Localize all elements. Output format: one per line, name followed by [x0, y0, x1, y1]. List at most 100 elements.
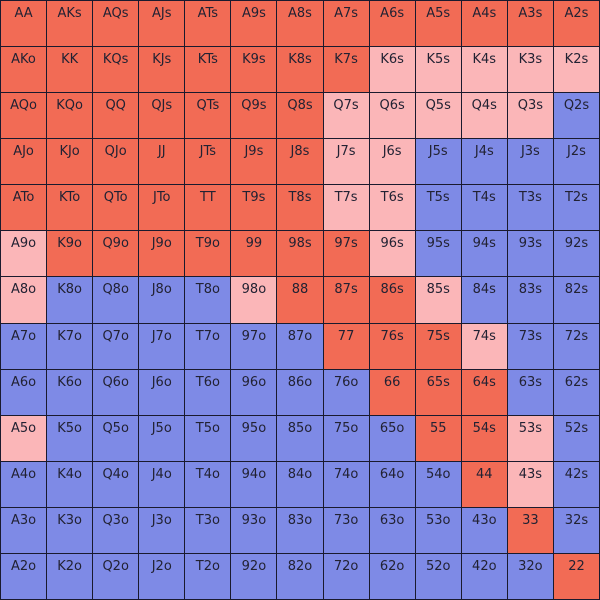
hand-cell-62s[interactable]: 62s — [553, 369, 599, 415]
hand-cell-j2o[interactable]: J2o — [139, 553, 185, 599]
hand-cell-q6s[interactable]: Q6s — [369, 93, 415, 139]
hand-cell-q5o[interactable]: Q5o — [93, 415, 139, 461]
hand-cell-22[interactable]: 22 — [553, 553, 599, 599]
hand-cell-t9s[interactable]: T9s — [231, 185, 277, 231]
hand-cell-52s[interactable]: 52s — [553, 415, 599, 461]
hand-cell-t5s[interactable]: T5s — [415, 185, 461, 231]
hand-cell-j7s[interactable]: J7s — [323, 139, 369, 185]
hand-cell-93s[interactable]: 93s — [507, 231, 553, 277]
hand-cell-43o[interactable]: 43o — [461, 507, 507, 553]
hand-cell-72s[interactable]: 72s — [553, 323, 599, 369]
hand-cell-qq[interactable]: QQ — [93, 93, 139, 139]
hand-cell-k2s[interactable]: K2s — [553, 47, 599, 93]
hand-cell-k8s[interactable]: K8s — [277, 47, 323, 93]
hand-cell-93o[interactable]: 93o — [231, 507, 277, 553]
hand-cell-t4s[interactable]: T4s — [461, 185, 507, 231]
hand-cell-73s[interactable]: 73s — [507, 323, 553, 369]
hand-cell-a7o[interactable]: A7o — [1, 323, 47, 369]
hand-cell-qjo[interactable]: QJo — [93, 139, 139, 185]
hand-cell-t5o[interactable]: T5o — [185, 415, 231, 461]
hand-cell-k6o[interactable]: K6o — [47, 369, 93, 415]
hand-cell-98o[interactable]: 98o — [231, 277, 277, 323]
hand-cell-a4s[interactable]: A4s — [461, 1, 507, 47]
hand-cell-87o[interactable]: 87o — [277, 323, 323, 369]
hand-cell-kts[interactable]: KTs — [185, 47, 231, 93]
hand-cell-53o[interactable]: 53o — [415, 507, 461, 553]
hand-cell-94o[interactable]: 94o — [231, 461, 277, 507]
hand-cell-84s[interactable]: 84s — [461, 277, 507, 323]
hand-cell-j5s[interactable]: J5s — [415, 139, 461, 185]
hand-cell-t3o[interactable]: T3o — [185, 507, 231, 553]
hand-cell-a6s[interactable]: A6s — [369, 1, 415, 47]
hand-cell-t2s[interactable]: T2s — [553, 185, 599, 231]
hand-cell-96o[interactable]: 96o — [231, 369, 277, 415]
hand-cell-92s[interactable]: 92s — [553, 231, 599, 277]
hand-cell-j3o[interactable]: J3o — [139, 507, 185, 553]
hand-cell-75s[interactable]: 75s — [415, 323, 461, 369]
hand-cell-a5s[interactable]: A5s — [415, 1, 461, 47]
hand-cell-96s[interactable]: 96s — [369, 231, 415, 277]
hand-cell-52o[interactable]: 52o — [415, 553, 461, 599]
hand-cell-83s[interactable]: 83s — [507, 277, 553, 323]
hand-cell-a8s[interactable]: A8s — [277, 1, 323, 47]
hand-cell-t9o[interactable]: T9o — [185, 231, 231, 277]
hand-cell-a9o[interactable]: A9o — [1, 231, 47, 277]
hand-cell-t8o[interactable]: T8o — [185, 277, 231, 323]
hand-cell-j8o[interactable]: J8o — [139, 277, 185, 323]
hand-cell-t4o[interactable]: T4o — [185, 461, 231, 507]
hand-cell-q3s[interactable]: Q3s — [507, 93, 553, 139]
hand-cell-63o[interactable]: 63o — [369, 507, 415, 553]
hand-cell-82s[interactable]: 82s — [553, 277, 599, 323]
hand-cell-q9o[interactable]: Q9o — [93, 231, 139, 277]
hand-cell-k2o[interactable]: K2o — [47, 553, 93, 599]
hand-cell-k3o[interactable]: K3o — [47, 507, 93, 553]
hand-cell-74s[interactable]: 74s — [461, 323, 507, 369]
hand-cell-jts[interactable]: JTs — [185, 139, 231, 185]
hand-cell-tt[interactable]: TT — [185, 185, 231, 231]
hand-cell-j8s[interactable]: J8s — [277, 139, 323, 185]
hand-cell-k9s[interactable]: K9s — [231, 47, 277, 93]
hand-cell-q5s[interactable]: Q5s — [415, 93, 461, 139]
hand-cell-qto[interactable]: QTo — [93, 185, 139, 231]
hand-cell-a9s[interactable]: A9s — [231, 1, 277, 47]
hand-cell-53s[interactable]: 53s — [507, 415, 553, 461]
hand-cell-95o[interactable]: 95o — [231, 415, 277, 461]
hand-cell-87s[interactable]: 87s — [323, 277, 369, 323]
hand-cell-j4o[interactable]: J4o — [139, 461, 185, 507]
hand-cell-j9s[interactable]: J9s — [231, 139, 277, 185]
hand-cell-66[interactable]: 66 — [369, 369, 415, 415]
hand-cell-t3s[interactable]: T3s — [507, 185, 553, 231]
hand-cell-kqo[interactable]: KQo — [47, 93, 93, 139]
hand-cell-98s[interactable]: 98s — [277, 231, 323, 277]
hand-cell-j4s[interactable]: J4s — [461, 139, 507, 185]
hand-cell-64o[interactable]: 64o — [369, 461, 415, 507]
hand-cell-q2s[interactable]: Q2s — [553, 93, 599, 139]
hand-cell-q2o[interactable]: Q2o — [93, 553, 139, 599]
hand-cell-aqo[interactable]: AQo — [1, 93, 47, 139]
hand-cell-ajs[interactable]: AJs — [139, 1, 185, 47]
hand-cell-q4o[interactable]: Q4o — [93, 461, 139, 507]
hand-cell-a5o[interactable]: A5o — [1, 415, 47, 461]
hand-cell-kjo[interactable]: KJo — [47, 139, 93, 185]
hand-cell-82o[interactable]: 82o — [277, 553, 323, 599]
hand-cell-q8s[interactable]: Q8s — [277, 93, 323, 139]
hand-cell-kjs[interactable]: KJs — [139, 47, 185, 93]
hand-cell-j3s[interactable]: J3s — [507, 139, 553, 185]
hand-cell-85s[interactable]: 85s — [415, 277, 461, 323]
hand-cell-95s[interactable]: 95s — [415, 231, 461, 277]
hand-cell-q4s[interactable]: Q4s — [461, 93, 507, 139]
hand-cell-j6o[interactable]: J6o — [139, 369, 185, 415]
hand-cell-t6s[interactable]: T6s — [369, 185, 415, 231]
hand-cell-42s[interactable]: 42s — [553, 461, 599, 507]
hand-cell-99[interactable]: 99 — [231, 231, 277, 277]
hand-cell-aks[interactable]: AKs — [47, 1, 93, 47]
hand-cell-t8s[interactable]: T8s — [277, 185, 323, 231]
hand-cell-k3s[interactable]: K3s — [507, 47, 553, 93]
hand-cell-t7s[interactable]: T7s — [323, 185, 369, 231]
hand-cell-jj[interactable]: JJ — [139, 139, 185, 185]
hand-cell-qts[interactable]: QTs — [185, 93, 231, 139]
hand-cell-q3o[interactable]: Q3o — [93, 507, 139, 553]
hand-cell-j6s[interactable]: J6s — [369, 139, 415, 185]
hand-cell-63s[interactable]: 63s — [507, 369, 553, 415]
hand-cell-77[interactable]: 77 — [323, 323, 369, 369]
